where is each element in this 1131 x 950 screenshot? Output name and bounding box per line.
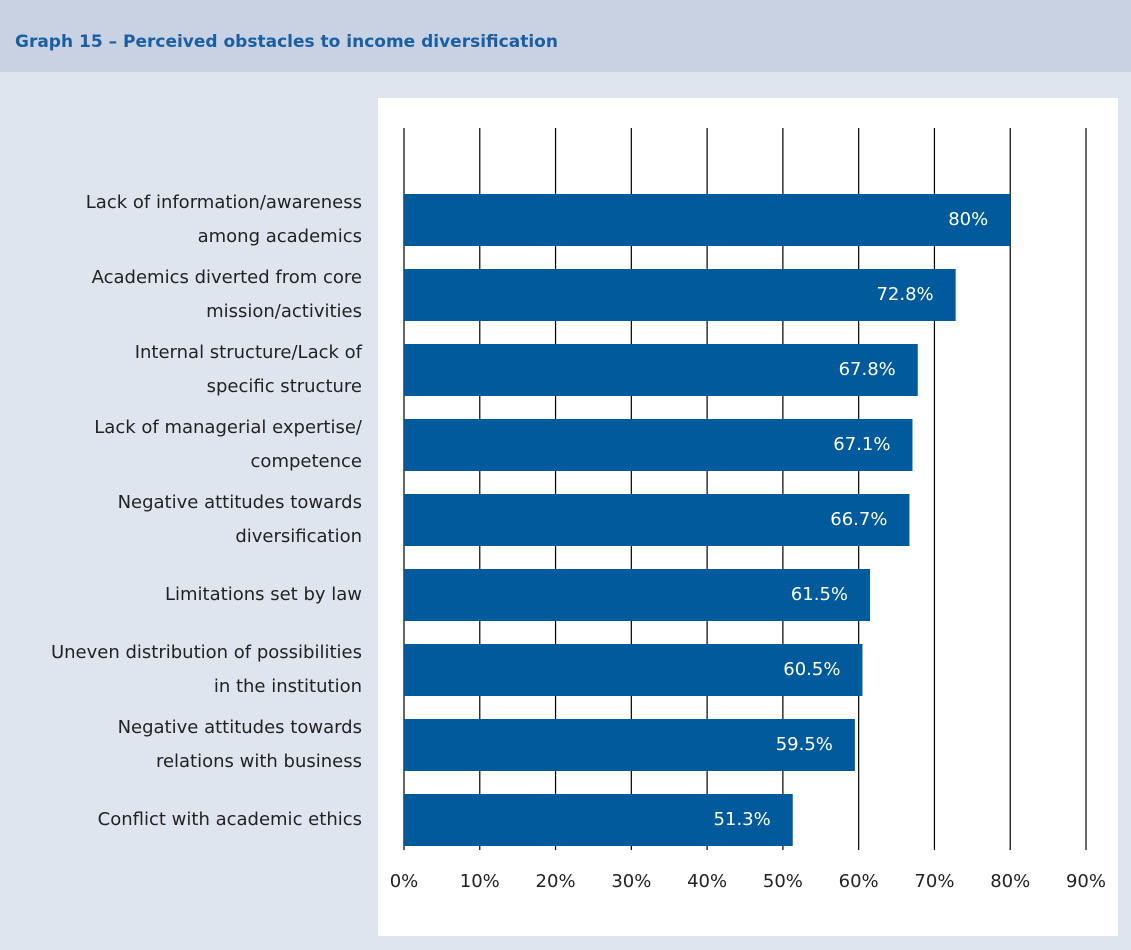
category-line: among academics — [198, 226, 362, 247]
category-line: competence — [251, 451, 362, 472]
category-label: Academics diverted from core mission/acti… — [92, 267, 362, 322]
x-tick-label: 60% — [839, 871, 879, 892]
category-label: Lack of managerial expertise/competence — [94, 417, 363, 472]
bar — [404, 419, 913, 471]
x-tick-label: 40% — [687, 871, 727, 892]
category-line: mission/activities — [206, 301, 362, 322]
category-line: Negative attitudes towards — [118, 492, 362, 513]
value-label: 67.1% — [833, 434, 890, 455]
bar — [404, 269, 956, 321]
bar — [404, 569, 871, 621]
bar — [404, 194, 1011, 246]
category-label: Internal structure/Lack of specific struc… — [135, 342, 363, 397]
x-tick-label: 10% — [460, 871, 500, 892]
category-line: Negative attitudes towards — [118, 717, 362, 738]
bar — [404, 344, 918, 396]
value-label: 67.8% — [839, 359, 896, 380]
value-label: 51.3% — [714, 809, 771, 830]
x-tick-label: 80% — [990, 871, 1030, 892]
category-line: Limitations set by law — [165, 584, 362, 605]
bar — [404, 644, 863, 696]
category-label: Negative attitudes towards diversificatio… — [118, 492, 362, 547]
value-label: 60.5% — [783, 659, 840, 680]
value-label: 80% — [948, 209, 988, 230]
category-label: Limitations set by law — [165, 584, 362, 605]
x-tick-label: 30% — [611, 871, 651, 892]
category-line: Uneven distribution of possibilities — [51, 642, 362, 663]
category-label: Uneven distribution of possibilities in t… — [51, 642, 362, 697]
bar — [404, 494, 910, 546]
chart-title: Graph 15 – Perceived obstacles to income… — [15, 32, 558, 52]
category-line: Lack of information/awareness — [86, 192, 362, 213]
x-tick-label: 50% — [763, 871, 803, 892]
category-line: Lack of managerial expertise/ — [94, 417, 363, 438]
category-line: in the institution — [214, 676, 362, 697]
category-line: specific structure — [207, 376, 362, 397]
category-label: Conflict with academic ethics — [98, 809, 362, 830]
value-label: 61.5% — [791, 584, 848, 605]
header-band — [0, 0, 1131, 72]
x-tick-label: 70% — [914, 871, 954, 892]
category-label: Lack of information/awareness among acade… — [86, 192, 362, 247]
category-line: diversification — [235, 526, 362, 547]
bar — [404, 719, 855, 771]
bar — [404, 794, 793, 846]
x-tick-label: 90% — [1066, 871, 1106, 892]
category-line: Academics diverted from core — [92, 267, 362, 288]
category-line: Conflict with academic ethics — [98, 809, 362, 830]
category-label: Negative attitudes towards relations with… — [118, 717, 362, 772]
x-tick-label: 0% — [390, 871, 419, 892]
value-label: 66.7% — [830, 509, 887, 530]
category-line: Internal structure/Lack of — [135, 342, 363, 363]
x-tick-label: 20% — [536, 871, 576, 892]
category-line: relations with business — [156, 751, 362, 772]
value-label: 59.5% — [776, 734, 833, 755]
value-label: 72.8% — [876, 284, 933, 305]
